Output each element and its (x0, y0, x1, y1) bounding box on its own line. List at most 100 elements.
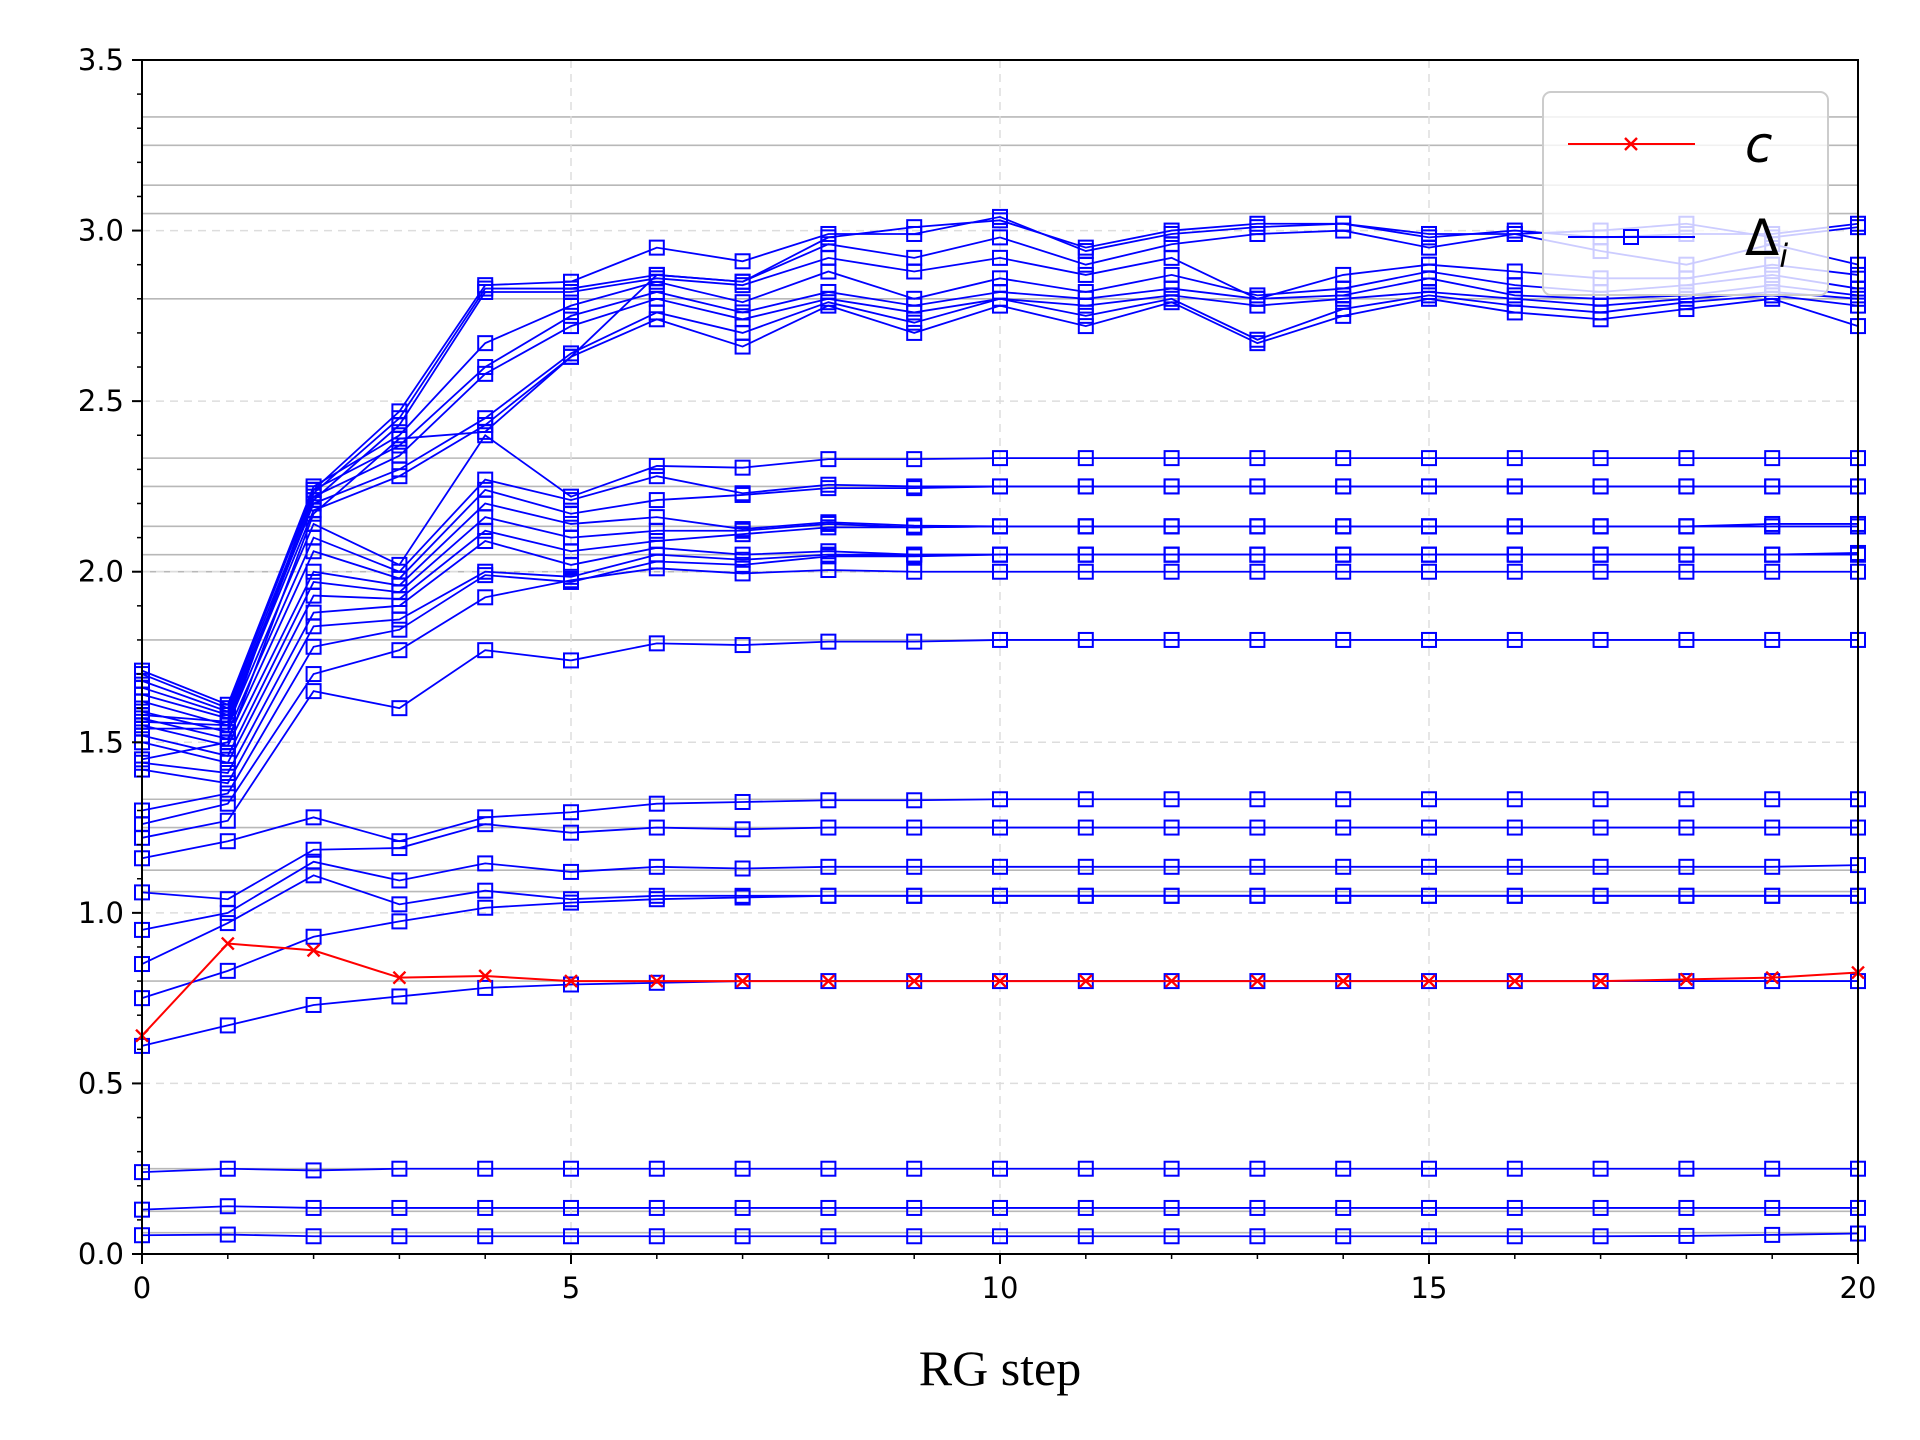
axes: 0 5 10 15 20 0.0 0.5 1.0 1.5 2.0 2.5 3.0 3.5 (78, 43, 1877, 1305)
delta-point (992, 563, 1008, 580)
delta-point (820, 858, 837, 875)
delta-point (820, 476, 837, 493)
x-tick-label: 5 (562, 1271, 580, 1305)
delta-point (1163, 1160, 1180, 1177)
delta-point (906, 633, 923, 650)
delta-point (1506, 1160, 1523, 1177)
delta-point (906, 451, 923, 468)
delta-point (1335, 518, 1352, 535)
delta-point (219, 833, 236, 850)
c-point (1765, 970, 1780, 985)
delta-line (141, 798, 1858, 860)
delta-line (141, 540, 1859, 774)
c-point (735, 974, 750, 988)
delta-point (1249, 563, 1266, 580)
delta-point (906, 546, 923, 563)
delta-point (1506, 263, 1523, 280)
delta-point (1335, 1160, 1352, 1177)
delta-point (1421, 819, 1437, 836)
delta-point (305, 1199, 322, 1216)
delta-point (1421, 791, 1437, 808)
legend-c-marker (1624, 137, 1638, 151)
c-point (306, 943, 321, 958)
delta-point (1421, 256, 1437, 273)
delta-point (1249, 518, 1266, 535)
delta-point (1592, 563, 1609, 580)
delta-point (648, 492, 665, 509)
delta-point (1421, 631, 1437, 648)
delta-point (1077, 819, 1094, 836)
delta-point (1077, 307, 1094, 324)
delta-point (1678, 1199, 1695, 1216)
delta-point (391, 556, 408, 573)
delta-point (1163, 478, 1180, 495)
delta-point (1421, 887, 1437, 904)
delta-point (906, 1199, 923, 1216)
delta-point (1678, 791, 1695, 808)
delta-point (1764, 1160, 1781, 1177)
delta-line (141, 433, 1858, 727)
x-tick-label: 10 (982, 1271, 1019, 1305)
delta-point (1764, 973, 1781, 990)
c-point (993, 974, 1007, 988)
delta-point (820, 633, 837, 650)
delta-point (734, 793, 751, 810)
delta-point (1678, 1227, 1695, 1244)
delta-point (1764, 478, 1781, 495)
delta-series-9 (134, 631, 1866, 846)
delta-point (477, 533, 494, 550)
delta-point (1335, 450, 1352, 467)
delta-point (477, 277, 494, 294)
delta-point (477, 882, 494, 899)
delta-point (1163, 1228, 1180, 1245)
delta-point (305, 573, 322, 590)
delta-series-1 (134, 1198, 1866, 1218)
legend-box (1542, 91, 1829, 296)
delta-point (1163, 518, 1180, 535)
delta-point (1421, 1160, 1437, 1177)
delta-point (477, 563, 494, 580)
delta-point (906, 219, 923, 236)
delta-point (648, 1199, 665, 1216)
delta-point (391, 430, 408, 447)
delta-point (648, 533, 665, 550)
delta-point (648, 509, 665, 526)
delta-point (477, 589, 494, 606)
delta-point (1163, 563, 1180, 580)
delta-point (305, 481, 322, 498)
delta-series-0 (134, 1225, 1866, 1245)
delta-point (1764, 887, 1781, 904)
legend-delta-subscript: i (1779, 237, 1788, 275)
delta-point (391, 833, 408, 850)
delta-point (992, 791, 1008, 808)
delta-point (1249, 1228, 1266, 1245)
delta-point (1678, 887, 1695, 904)
delta-point (1077, 791, 1094, 808)
delta-point (992, 249, 1008, 266)
delta-point (734, 521, 751, 538)
delta-point (1421, 563, 1437, 580)
delta-point (391, 872, 408, 889)
delta-point (1077, 1228, 1094, 1245)
delta-point (1163, 631, 1180, 648)
delta-point (219, 764, 236, 781)
delta-point (391, 913, 408, 930)
delta-line (141, 1167, 1858, 1174)
delta-point (219, 1017, 236, 1034)
delta-point (1506, 1199, 1523, 1216)
delta-point (1249, 791, 1266, 808)
delta-point (305, 809, 322, 826)
delta-point (734, 304, 751, 321)
delta-point (391, 1228, 408, 1245)
delta-point (219, 962, 236, 979)
delta-point (1163, 546, 1180, 563)
delta-series-7 (134, 816, 1866, 908)
delta-point (305, 638, 322, 655)
delta-point (1678, 450, 1695, 467)
delta-point (477, 335, 494, 352)
delta-point (906, 563, 923, 580)
delta-point (1335, 819, 1352, 836)
c-point (1250, 974, 1265, 988)
delta-line (141, 1232, 1859, 1238)
delta-point (820, 283, 837, 300)
